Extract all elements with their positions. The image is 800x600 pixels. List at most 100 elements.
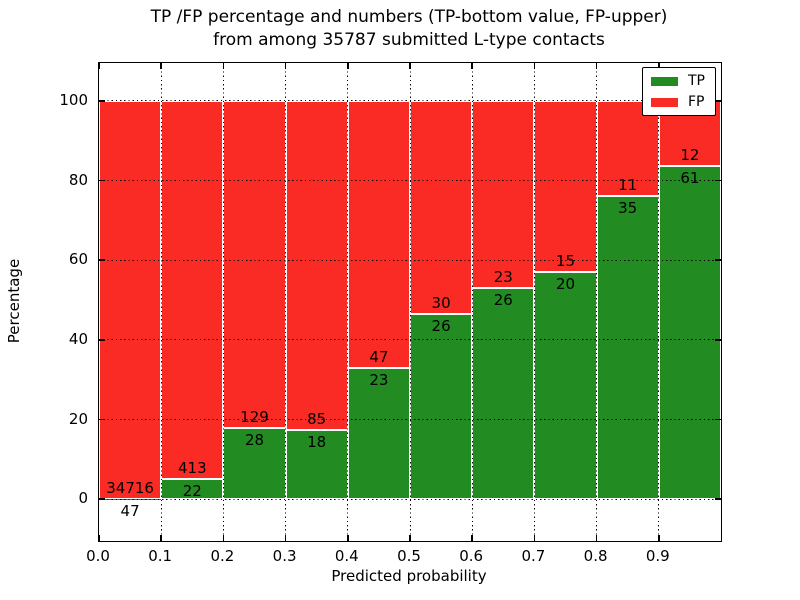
x-tick-bottom	[284, 535, 287, 541]
x-tick-label: 0.7	[521, 547, 546, 565]
x-tick-top	[98, 63, 100, 69]
tp-count-label: 22	[182, 482, 202, 501]
fp-count-label: 413	[177, 459, 207, 478]
fp-count-label: 30	[431, 294, 451, 313]
y-tick-right	[715, 179, 721, 182]
y-tick-right	[715, 259, 721, 261]
bar-segment-tp	[410, 314, 473, 500]
bar-segment-tp	[472, 287, 535, 500]
y-tick-label: 20	[68, 409, 88, 428]
bar-segment-fp	[534, 100, 597, 272]
fp-swatch	[651, 97, 678, 107]
x-tick-top	[284, 63, 287, 69]
grid-layer	[99, 63, 721, 541]
fp-count-label: 47	[369, 348, 389, 367]
fp-count-label: 11	[618, 176, 638, 195]
y-tick-left	[99, 418, 105, 421]
x-tick-top	[347, 63, 349, 69]
y-tick-left	[99, 339, 105, 341]
legend: TP FP	[642, 67, 716, 116]
bar-segment-fp	[410, 100, 473, 315]
chart-title: TP /FP percentage and numbers (TP-bottom…	[98, 6, 720, 52]
bar-segment-tp	[596, 196, 659, 500]
x-gridline	[160, 63, 162, 541]
y-tick-right	[715, 339, 721, 341]
bar-segment-tp	[658, 166, 721, 500]
tp-swatch	[651, 76, 678, 86]
fp-count-label: 12	[680, 146, 700, 165]
x-tick-label: 0.4	[334, 547, 359, 565]
y-tick-label: 80	[68, 170, 88, 189]
legend-label: TP	[688, 73, 705, 89]
x-gridline	[596, 63, 598, 541]
tick-marks-layer	[98, 63, 721, 541]
x-tick-bottom	[658, 535, 660, 541]
bar-segment-tp	[223, 428, 286, 500]
fp-count-label: 15	[555, 251, 576, 270]
x-tick-bottom	[98, 535, 100, 541]
x-tick-bottom	[471, 535, 473, 541]
bar-segment-tp	[161, 479, 224, 500]
x-tick-top	[222, 63, 225, 69]
x-gridline	[658, 63, 660, 541]
y-tick-left	[99, 259, 105, 261]
y-tick-left	[99, 179, 105, 182]
legend-item: FP	[651, 94, 705, 110]
plot-area: 34716 47 413 22 129 28 85 18 47 23 30 26 23 26 15 20 11 3…	[98, 62, 722, 542]
x-tick-top	[471, 63, 473, 69]
x-gridline	[471, 63, 473, 541]
legend-item: TP	[651, 73, 705, 89]
x-tick-top	[409, 63, 411, 69]
bar-segment-tp	[347, 368, 410, 500]
fp-count-label: 34716	[106, 478, 154, 497]
x-tick-bottom	[222, 535, 225, 541]
x-tick-top	[595, 63, 598, 69]
x-tick-label: 0.3	[272, 547, 297, 565]
x-tick-top	[658, 63, 660, 69]
x-tick-bottom	[409, 535, 411, 541]
x-gridline	[409, 63, 411, 541]
y-tick-right	[715, 498, 721, 500]
tp-count-label: 35	[618, 199, 638, 218]
legend-label: FP	[688, 94, 705, 110]
x-tick-label: 0.9	[645, 547, 670, 565]
bar-segment-fp	[223, 100, 286, 429]
bar-segment-fp	[472, 100, 535, 288]
x-tick-bottom	[533, 535, 536, 541]
tp-count-label: 47	[120, 501, 140, 520]
y-tick-right	[715, 100, 721, 102]
chart-title-line1: TP /FP percentage and numbers (TP-bottom…	[150, 7, 668, 27]
tp-count-label: 20	[555, 274, 576, 293]
tp-count-label: 61	[680, 169, 700, 188]
bar-labels-layer: 34716 47 413 22 129 28 85 18 47 23 30 26 23 26 15 20 11 3…	[99, 63, 721, 541]
x-tick-bottom	[347, 535, 349, 541]
x-gridline	[222, 63, 224, 541]
bar-segment-fp	[347, 100, 410, 369]
tp-count-label: 23	[369, 371, 389, 390]
tp-count-label: 18	[307, 432, 327, 451]
x-tick-label: 0.8	[583, 547, 608, 565]
x-tick-label: 0.2	[210, 547, 235, 565]
y-tick-label: 60	[68, 250, 88, 269]
bar-segment-fp	[285, 100, 348, 430]
x-tick-top	[533, 63, 536, 69]
fp-count-label: 85	[307, 409, 327, 428]
bar-segment-tp	[534, 271, 597, 500]
x-tick-top	[160, 63, 162, 69]
x-tick-bottom	[160, 535, 162, 541]
bar-segment-fp	[99, 100, 162, 499]
fp-count-label: 23	[493, 267, 513, 286]
bar-segment-fp	[161, 100, 224, 480]
y-tick-label: 40	[68, 329, 88, 348]
tp-count-label: 26	[431, 317, 451, 336]
y-tick-right	[715, 418, 721, 421]
x-tick-label: 0.5	[397, 547, 421, 565]
x-gridline	[533, 63, 535, 541]
x-axis-label: Predicted probability	[331, 567, 487, 585]
y-axis-label: Percentage	[5, 258, 23, 344]
x-tick-bottom	[595, 535, 598, 541]
y-tick-label: 100	[59, 90, 88, 109]
x-gridline	[285, 63, 287, 541]
x-tick-label: 0.1	[148, 547, 173, 565]
